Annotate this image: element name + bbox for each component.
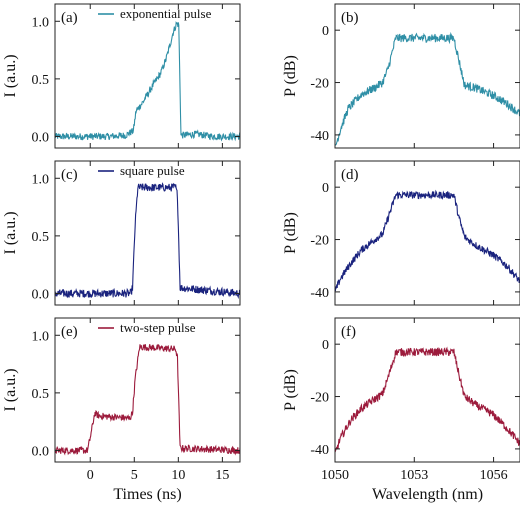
xtick-label-e-2: 10 <box>171 468 185 483</box>
plot-frame-c <box>54 160 241 306</box>
ytick-label-c-1: 0.5 <box>32 230 50 245</box>
panel-a: 0.0 0.5 1.0 I (a.u.) (a) exponential pulse <box>2 3 241 149</box>
legend-label-c: square pulse <box>120 163 185 178</box>
ytick-label-e-0: 0.0 <box>32 444 50 459</box>
series-line-d-0 <box>335 189 520 292</box>
xtick-label-f-2: 1056 <box>480 468 508 483</box>
ylabel-d: P (dB) <box>282 212 299 254</box>
legend-label-e: two-step pulse <box>120 320 196 335</box>
ytick-label-d-2: -40 <box>310 286 329 301</box>
panel-c: 0.0 0.5 1.0 I (a.u.) (c) square pulse <box>2 160 241 306</box>
ytick-label-f-1: -20 <box>310 391 329 406</box>
ytick-label-e-1: 0.5 <box>32 387 50 402</box>
xtick-label-e-3: 15 <box>215 468 229 483</box>
panel-tag-a: (a) <box>61 10 78 26</box>
ylabel-c: I (a.u.) <box>2 211 19 254</box>
plot-frame-d <box>334 160 520 306</box>
panel-tag-b: (b) <box>341 10 359 26</box>
panel-f: 0 -20 -40 1050 1053 1056 P (dB) Wavelength (nm)… <box>282 317 520 503</box>
ytick-label-b-0: 0 <box>322 24 329 39</box>
series-line-a-0 <box>55 20 240 142</box>
plot-frame-e <box>54 317 241 463</box>
ytick-label-a-2: 1.0 <box>32 15 50 30</box>
xtick-label-f-1: 1053 <box>400 468 428 483</box>
ytick-label-b-2: -40 <box>310 129 329 144</box>
ytick-label-f-0: 0 <box>322 338 329 353</box>
legend-label-a: exponential pulse <box>120 6 212 21</box>
plot-frame-f <box>334 317 520 463</box>
ytick-label-d-1: -20 <box>310 234 329 249</box>
ylabel-e: I (a.u.) <box>2 368 19 411</box>
xtick-label-e-0: 0 <box>87 468 94 483</box>
xtick-label-f-0: 1050 <box>321 468 349 483</box>
panel-tag-c: (c) <box>61 167 78 183</box>
xlabel-f: Wavelength (nm) <box>372 486 483 503</box>
panel-tag-e: (e) <box>61 324 78 340</box>
ytick-label-d-0: 0 <box>322 181 329 196</box>
series-line-b-0 <box>335 31 520 146</box>
ytick-label-a-1: 0.5 <box>32 73 50 88</box>
plot-frame-b <box>334 3 520 149</box>
ytick-label-a-0: 0.0 <box>32 130 50 145</box>
ylabel-f: P (dB) <box>282 369 299 411</box>
xtick-label-e-1: 5 <box>131 468 138 483</box>
ylabel-b: P (dB) <box>282 55 299 97</box>
xlabel-e: Times (ns) <box>113 486 181 503</box>
series-line-f-0 <box>335 346 520 453</box>
ytick-label-e-2: 1.0 <box>32 329 50 344</box>
panel-e: 0.0 0.5 1.0 0 5 10 15 I (a.u.) Times (ns) (e) two-… <box>2 317 241 503</box>
ytick-label-b-1: -20 <box>310 77 329 92</box>
panel-tag-f: (f) <box>341 324 356 340</box>
panel-tag-d: (d) <box>341 167 359 183</box>
panel-d: 0 -20 -40 P (dB) (d) <box>282 160 520 306</box>
series-line-c-0 <box>55 182 240 300</box>
panel-b: 0 -20 -40 P (dB) (b) <box>282 3 520 149</box>
ytick-label-c-0: 0.0 <box>32 287 50 302</box>
plot-frame-a <box>54 3 241 149</box>
ytick-label-c-2: 1.0 <box>32 172 50 187</box>
series-line-e-0 <box>55 343 240 456</box>
ylabel-a: I (a.u.) <box>2 54 19 97</box>
ytick-label-f-2: -40 <box>310 443 329 458</box>
